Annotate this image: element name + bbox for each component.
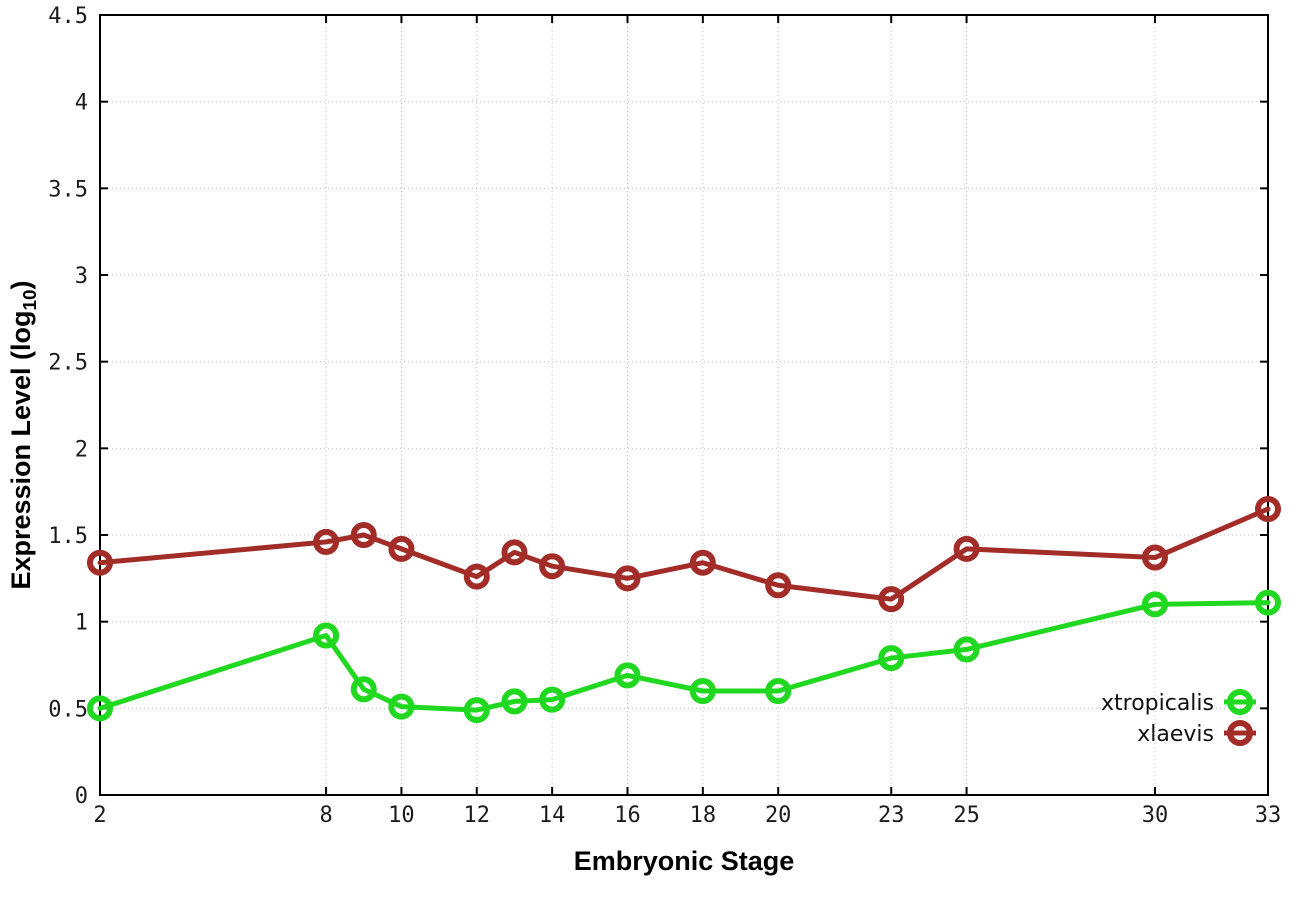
y-axis-title-pre: Expression Level (log xyxy=(5,310,36,590)
data-point-xtropicalis xyxy=(313,622,340,649)
data-point-xtropicalis xyxy=(87,695,113,722)
legend-marker-xlaevis xyxy=(1227,720,1253,746)
data-point-xlaevis xyxy=(501,539,528,566)
data-point-xlaevis xyxy=(539,553,566,580)
data-point-xtropicalis xyxy=(350,676,377,703)
y-tick-label: 1 xyxy=(75,611,88,636)
data-point-xlaevis xyxy=(1141,544,1168,571)
y-tick-label: 2 xyxy=(75,437,88,462)
data-point-xtropicalis xyxy=(614,662,641,689)
y-tick-label: 3.5 xyxy=(48,177,88,202)
plot-border xyxy=(99,14,1269,796)
x-tick-label: 18 xyxy=(690,803,717,828)
x-tick-label: 25 xyxy=(953,803,980,828)
data-point-xlaevis xyxy=(878,586,905,613)
y-tick-label: 0.5 xyxy=(48,697,88,722)
data-point-xtropicalis xyxy=(878,645,905,672)
y-axis-title: Expression Level (log10) xyxy=(6,280,42,589)
data-point-xtropicalis xyxy=(689,678,716,704)
data-point-xlaevis xyxy=(1255,496,1281,522)
x-tick-label: 10 xyxy=(388,803,415,828)
series-xtropicalis xyxy=(87,589,1281,724)
y-axis-title-post: ) xyxy=(5,280,36,290)
series-xlaevis xyxy=(87,496,1281,613)
y-tick-label: 1.5 xyxy=(48,524,88,549)
x-tick-label: 2 xyxy=(93,803,106,828)
data-point-xtropicalis xyxy=(539,686,566,713)
data-point-xlaevis xyxy=(765,572,792,599)
data-point-xlaevis xyxy=(953,535,980,562)
data-point-xtropicalis xyxy=(953,636,980,663)
data-point-xtropicalis xyxy=(388,693,415,720)
x-tick-label: 8 xyxy=(319,803,332,828)
data-point-xtropicalis xyxy=(501,688,528,715)
data-point-xlaevis xyxy=(87,549,113,576)
data-point-xlaevis xyxy=(689,549,716,576)
legend-label-xtropicalis: xtropicalis xyxy=(1101,691,1214,716)
y-tick-label: 4 xyxy=(75,91,88,116)
x-axis-title-text: Embryonic Stage xyxy=(573,846,795,876)
y-axis-title-subscript: 10 xyxy=(20,289,42,311)
x-tick-label: 14 xyxy=(539,803,566,828)
data-point-xlaevis xyxy=(388,535,415,562)
data-point-xtropicalis xyxy=(765,678,792,704)
y-tick-label: 4.5 xyxy=(48,4,88,29)
y-tick-label: 3 xyxy=(75,264,88,289)
series-line-xtropicalis xyxy=(97,600,1271,713)
x-tick-label: 12 xyxy=(464,803,491,828)
legend-label-xlaevis: xlaevis xyxy=(1137,722,1214,747)
x-tick-label: 23 xyxy=(878,803,905,828)
data-point-xtropicalis xyxy=(1255,589,1281,616)
data-point-xlaevis xyxy=(463,563,490,590)
data-point-xlaevis xyxy=(350,522,377,548)
series-line-xlaevis xyxy=(97,506,1271,602)
data-point-xtropicalis xyxy=(463,697,490,724)
x-tick-label: 20 xyxy=(765,803,792,828)
y-tick-label: 2.5 xyxy=(48,351,88,376)
x-tick-label: 30 xyxy=(1142,803,1169,828)
legend-row-xlaevis: xlaevis xyxy=(1137,720,1256,747)
x-tick-label: 16 xyxy=(614,803,641,828)
data-point-xlaevis xyxy=(614,565,641,592)
legend-row-xtropicalis: xtropicalis xyxy=(1101,689,1256,716)
x-axis-title: Embryonic Stage xyxy=(100,846,1268,877)
legend-marker-xtropicalis xyxy=(1227,689,1253,715)
data-point-xlaevis xyxy=(313,528,340,555)
data-point-xtropicalis xyxy=(1141,591,1168,618)
x-tick-label: 33 xyxy=(1255,803,1282,828)
y-tick-label: 0 xyxy=(75,784,88,809)
